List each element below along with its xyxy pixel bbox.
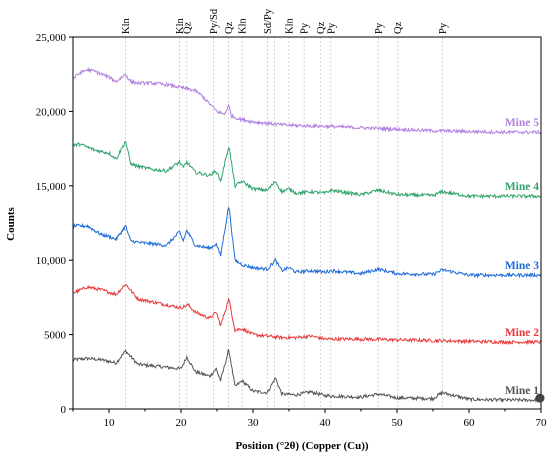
- y-tick-label: 10,000: [36, 255, 67, 267]
- phase-label: Kln: [121, 18, 132, 35]
- phase-label: Py/Sd: [209, 8, 220, 34]
- x-tick-label: 10: [104, 417, 116, 429]
- phase-label: Py: [326, 22, 337, 34]
- x-tick-label: 20: [176, 417, 188, 429]
- series-line-2: [72, 284, 542, 346]
- y-tick-label: 20,000: [36, 106, 67, 118]
- phase-label: Qz: [393, 21, 404, 34]
- x-tick-label: 60: [464, 417, 476, 429]
- x-tick-label: 40: [320, 417, 332, 429]
- y-tick-label: 5000: [44, 330, 67, 342]
- y-tick-label: 15,000: [36, 181, 67, 193]
- phase-label: Kln: [175, 18, 186, 35]
- series-label: Mine 3: [505, 260, 539, 272]
- phase-label: Kln: [238, 18, 249, 35]
- phase-label: Py: [374, 22, 385, 34]
- y-tick-label: 0: [61, 404, 67, 416]
- phase-label: Py: [438, 22, 449, 34]
- series-line-3: [72, 206, 542, 279]
- series-label: Mine 5: [505, 117, 539, 129]
- y-tick-label: 25,000: [36, 32, 67, 44]
- series-labels: Mine 1 Mine 2 Mine 3 Mine 4 Mine 5: [505, 117, 545, 403]
- x-tick-label: 50: [392, 417, 404, 429]
- series-label: Mine 2: [505, 327, 539, 339]
- series-lines: [72, 67, 542, 404]
- y-axis-title: Counts: [5, 206, 17, 240]
- reference-lines: [125, 37, 443, 409]
- x-tick-label: 70: [536, 417, 548, 429]
- series-label: Mine 4: [505, 181, 539, 193]
- series-line-4: [72, 140, 542, 200]
- x-axis-title: Position (°2θ) (Copper (Cu)): [235, 440, 368, 452]
- plot-frame: [72, 36, 542, 410]
- series-line-1: [72, 348, 541, 404]
- phase-label: Qz: [316, 21, 327, 34]
- axes: 10 20 30 40 50 60 70 0 5000 10,000 15,000 20,000 25,…: [36, 32, 547, 429]
- phase-label: Py: [300, 22, 311, 34]
- series-label: Mine 1: [505, 385, 539, 397]
- phase-label: Kln: [285, 18, 296, 35]
- x-tick-label: 30: [248, 417, 260, 429]
- phase-label: Qz: [224, 21, 235, 34]
- phase-label: Sd/Py: [263, 8, 274, 34]
- end-marker: [535, 393, 545, 403]
- series-line-5: [72, 67, 542, 135]
- phase-label: Qz: [182, 21, 193, 34]
